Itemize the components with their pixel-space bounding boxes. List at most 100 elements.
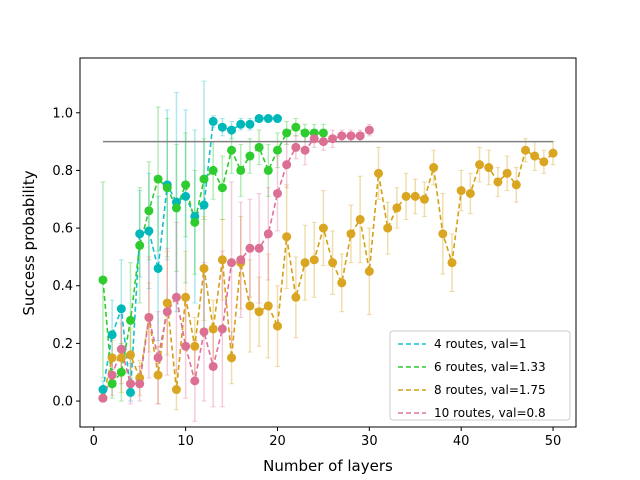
x-tick-label: 10 [177, 434, 194, 449]
data-point [236, 165, 246, 175]
data-point [309, 134, 319, 144]
data-point [227, 125, 237, 135]
data-point [126, 379, 136, 389]
data-point [199, 327, 209, 337]
data-point [107, 370, 117, 380]
data-point [208, 165, 218, 175]
data-point [135, 240, 145, 250]
data-point [162, 307, 172, 317]
data-point [153, 263, 163, 273]
data-point [245, 119, 255, 129]
data-point [199, 263, 209, 273]
data-point [153, 370, 163, 380]
legend-label: 10 routes, val=0.8 [434, 406, 546, 420]
data-point [236, 119, 246, 129]
data-point [263, 114, 273, 124]
data-point [162, 183, 172, 193]
y-axis-label: Success probability [20, 170, 38, 315]
data-point [355, 131, 365, 141]
legend: 4 routes, val=1 6 routes, val=1.33 8 route… [389, 330, 571, 421]
data-point [208, 324, 218, 334]
data-point [456, 186, 466, 196]
data-point [135, 229, 145, 239]
data-point [401, 191, 411, 201]
data-point [318, 128, 328, 138]
data-point [181, 191, 191, 201]
data-point [245, 243, 255, 253]
data-point [282, 128, 292, 138]
data-point [309, 255, 319, 265]
data-point [530, 151, 540, 161]
data-point [116, 344, 126, 354]
data-point [227, 353, 237, 363]
data-point [447, 258, 457, 268]
data-point [291, 292, 301, 302]
data-point [153, 353, 163, 363]
data-point [337, 278, 347, 288]
data-point [144, 206, 154, 216]
data-point [364, 266, 374, 276]
data-point [263, 301, 273, 311]
data-point [337, 131, 347, 141]
data-point [171, 385, 181, 395]
data-point [208, 116, 218, 126]
data-point [548, 148, 558, 158]
x-tick-label: 50 [545, 434, 562, 449]
data-point [254, 142, 264, 152]
y-tick-label: 0.4 [52, 279, 73, 294]
data-point [98, 275, 108, 285]
data-point [107, 379, 117, 389]
data-point [181, 341, 191, 351]
data-point [429, 163, 439, 173]
data-point [300, 145, 310, 155]
data-point [181, 292, 191, 302]
data-point [171, 292, 181, 302]
data-point [107, 353, 117, 363]
data-point [291, 122, 301, 132]
data-point [438, 229, 448, 239]
data-point [374, 168, 384, 178]
data-point [135, 379, 145, 389]
y-tick-label: 0.6 [52, 222, 73, 237]
data-point [153, 174, 163, 184]
data-point [116, 353, 126, 363]
data-point [410, 191, 420, 201]
data-point [208, 361, 218, 371]
data-point [355, 214, 365, 224]
data-point [217, 183, 227, 193]
data-point [419, 194, 429, 204]
data-point [245, 301, 255, 311]
data-point [263, 229, 273, 239]
x-tick-label: 40 [453, 434, 470, 449]
data-point [98, 393, 108, 403]
data-point [511, 180, 521, 190]
y-axis-ticks: 0.0 0.2 0.4 0.6 0.8 1.0 [52, 106, 80, 410]
data-point [493, 177, 503, 187]
data-point [539, 157, 549, 167]
data-point [282, 160, 292, 170]
data-point [272, 114, 282, 124]
data-point [227, 258, 237, 268]
data-point [272, 145, 282, 155]
plot-frame [79, 57, 577, 428]
data-point [392, 203, 402, 213]
data-point [263, 165, 273, 175]
data-point [502, 168, 512, 178]
data-point [272, 188, 282, 198]
data-point [254, 243, 264, 253]
data-point [328, 258, 338, 268]
data-point [484, 163, 494, 173]
data-point [475, 160, 485, 170]
data-point [236, 255, 246, 265]
data-point [346, 229, 356, 239]
data-point [465, 188, 475, 198]
data-point [364, 125, 374, 135]
data-point [318, 223, 328, 233]
legend-label: 8 routes, val=1.75 [434, 383, 546, 397]
data-point [190, 341, 200, 351]
data-point [181, 180, 191, 190]
data-point [98, 385, 108, 395]
data-point [328, 134, 338, 144]
y-tick-label: 0.8 [52, 164, 73, 179]
